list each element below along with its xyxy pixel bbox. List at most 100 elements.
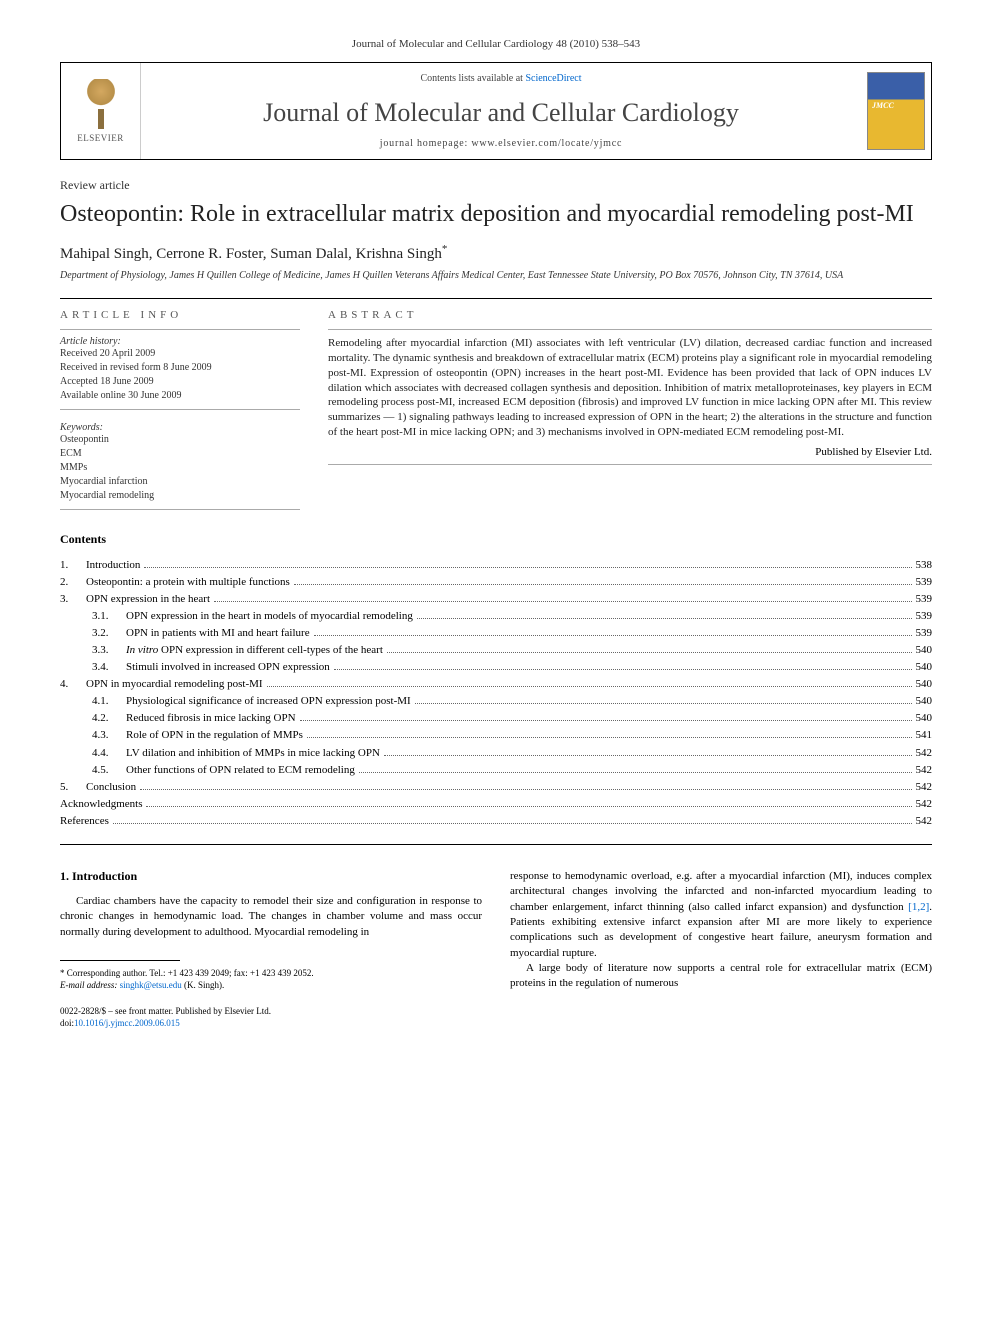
history-revised: Received in revised form 8 June 2009 <box>60 361 300 375</box>
toc-page: 540 <box>916 659 933 676</box>
homepage-prefix: journal homepage: <box>380 138 472 149</box>
email-label: E-mail address: <box>60 980 120 990</box>
toc-title: Introduction <box>86 557 140 574</box>
divider <box>60 409 300 410</box>
toc-title: Acknowledgments <box>60 796 142 813</box>
toc-page: 540 <box>916 693 933 710</box>
doi-link[interactable]: 10.1016/j.yjmcc.2009.06.015 <box>74 1018 180 1028</box>
toc-page: 542 <box>916 813 933 830</box>
toc-dots <box>214 601 911 602</box>
toc-page: 542 <box>916 779 933 796</box>
toc-title: Stimuli involved in increased OPN expres… <box>126 659 330 676</box>
sciencedirect-link[interactable]: ScienceDirect <box>525 73 581 84</box>
toc-number: 3. <box>60 591 86 608</box>
toc-title: Physiological significance of increased … <box>126 693 411 710</box>
affiliation: Department of Physiology, James H Quille… <box>60 269 932 282</box>
toc-dots <box>146 806 911 807</box>
toc-page: 541 <box>916 727 933 744</box>
toc-title: OPN in patients with MI and heart failur… <box>126 625 310 642</box>
toc-page: 539 <box>916 625 933 642</box>
authors: Mahipal Singh, Cerrone R. Foster, Suman … <box>60 243 932 263</box>
divider <box>328 464 932 465</box>
doi-prefix: doi: <box>60 1018 74 1028</box>
corresponding-marker: * <box>442 243 448 255</box>
toc-dots <box>113 823 912 824</box>
toc-row: 4.3.Role of OPN in the regulation of MMP… <box>60 727 932 744</box>
body-left-column: 1. Introduction Cardiac chambers have th… <box>60 869 482 1030</box>
history-label: Article history: <box>60 336 300 347</box>
toc-number: 4.5. <box>92 762 126 779</box>
article-info-heading: ARTICLE INFO <box>60 309 300 321</box>
toc-title: OPN expression in the heart <box>86 591 210 608</box>
intro-left-para: Cardiac chambers have the capacity to re… <box>60 894 482 940</box>
history-received: Received 20 April 2009 <box>60 347 300 361</box>
journal-header: ELSEVIER Contents lists available at Sci… <box>60 62 932 160</box>
toc-row: 1.Introduction538 <box>60 557 932 574</box>
toc-title: Role of OPN in the regulation of MMPs <box>126 727 303 744</box>
toc-row: 4.4.LV dilation and inhibition of MMPs i… <box>60 745 932 762</box>
toc-number: 3.4. <box>92 659 126 676</box>
toc-page: 540 <box>916 710 933 727</box>
article-info-column: ARTICLE INFO Article history: Received 2… <box>60 309 300 516</box>
info-abstract-row: ARTICLE INFO Article history: Received 2… <box>60 309 932 516</box>
footnote-separator <box>60 960 180 961</box>
elsevier-logo: ELSEVIER <box>61 63 141 159</box>
toc-row: 3.3.In vitro OPN expression in different… <box>60 642 932 659</box>
toc-row: 4.OPN in myocardial remodeling post-MI54… <box>60 676 932 693</box>
keyword: ECM <box>60 447 300 461</box>
citation-link[interactable]: [1,2] <box>908 901 929 913</box>
toc-number: 5. <box>60 779 86 796</box>
contents-available-line: Contents lists available at ScienceDirec… <box>149 73 853 84</box>
email-link[interactable]: singhk@etsu.edu <box>120 980 182 990</box>
toc-row: 3.4.Stimuli involved in increased OPN ex… <box>60 659 932 676</box>
divider <box>328 329 932 330</box>
toc-dots <box>359 772 912 773</box>
article-type: Review article <box>60 178 932 193</box>
article-title: Osteopontin: Role in extracellular matri… <box>60 199 932 229</box>
toc-number: 2. <box>60 574 86 591</box>
doi-line: doi:10.1016/j.yjmcc.2009.06.015 <box>60 1017 482 1029</box>
homepage-url[interactable]: www.elsevier.com/locate/yjmcc <box>471 138 622 149</box>
toc-page: 539 <box>916 574 933 591</box>
toc-dots <box>307 737 912 738</box>
toc-page: 539 <box>916 591 933 608</box>
toc-row: 3.1.OPN expression in the heart in model… <box>60 608 932 625</box>
keyword: Osteopontin <box>60 433 300 447</box>
divider <box>60 509 300 510</box>
cover-image <box>867 72 925 150</box>
elsevier-tree-icon <box>76 79 126 129</box>
toc-row: Acknowledgments 542 <box>60 796 932 813</box>
toc-dots <box>144 567 911 568</box>
cover-thumbnail <box>861 63 931 159</box>
toc-dots <box>300 720 912 721</box>
toc-dots <box>417 618 912 619</box>
toc-dots <box>294 584 912 585</box>
email-suffix: (K. Singh). <box>182 980 225 990</box>
toc-title: Conclusion <box>86 779 136 796</box>
toc-row: 3.2.OPN in patients with MI and heart fa… <box>60 625 932 642</box>
keyword: MMPs <box>60 461 300 475</box>
toc-title: LV dilation and inhibition of MMPs in mi… <box>126 745 380 762</box>
header-center: Contents lists available at ScienceDirec… <box>141 63 861 159</box>
toc-title: OPN expression in the heart in models of… <box>126 608 413 625</box>
toc-page: 540 <box>916 676 933 693</box>
contents-prefix: Contents lists available at <box>420 73 525 84</box>
toc-number: 4.2. <box>92 710 126 727</box>
toc-row: 5.Conclusion 542 <box>60 779 932 796</box>
toc-page: 542 <box>916 796 933 813</box>
toc-number: 4.3. <box>92 727 126 744</box>
toc-title: Other functions of OPN related to ECM re… <box>126 762 355 779</box>
keywords-label: Keywords: <box>60 422 300 433</box>
intro-right-para1: response to hemodynamic overload, e.g. a… <box>510 869 932 961</box>
keyword: Myocardial infarction <box>60 475 300 489</box>
toc-dots <box>384 755 912 756</box>
toc-row: 4.1.Physiological significance of increa… <box>60 693 932 710</box>
toc-number: 4. <box>60 676 86 693</box>
divider <box>60 844 932 845</box>
toc-number: 3.2. <box>92 625 126 642</box>
toc-row: 3.OPN expression in the heart 539 <box>60 591 932 608</box>
toc-row: 4.5.Other functions of OPN related to EC… <box>60 762 932 779</box>
toc-title: Reduced fibrosis in mice lacking OPN <box>126 710 296 727</box>
journal-name: Journal of Molecular and Cellular Cardio… <box>149 98 853 128</box>
history-accepted: Accepted 18 June 2009 <box>60 375 300 389</box>
